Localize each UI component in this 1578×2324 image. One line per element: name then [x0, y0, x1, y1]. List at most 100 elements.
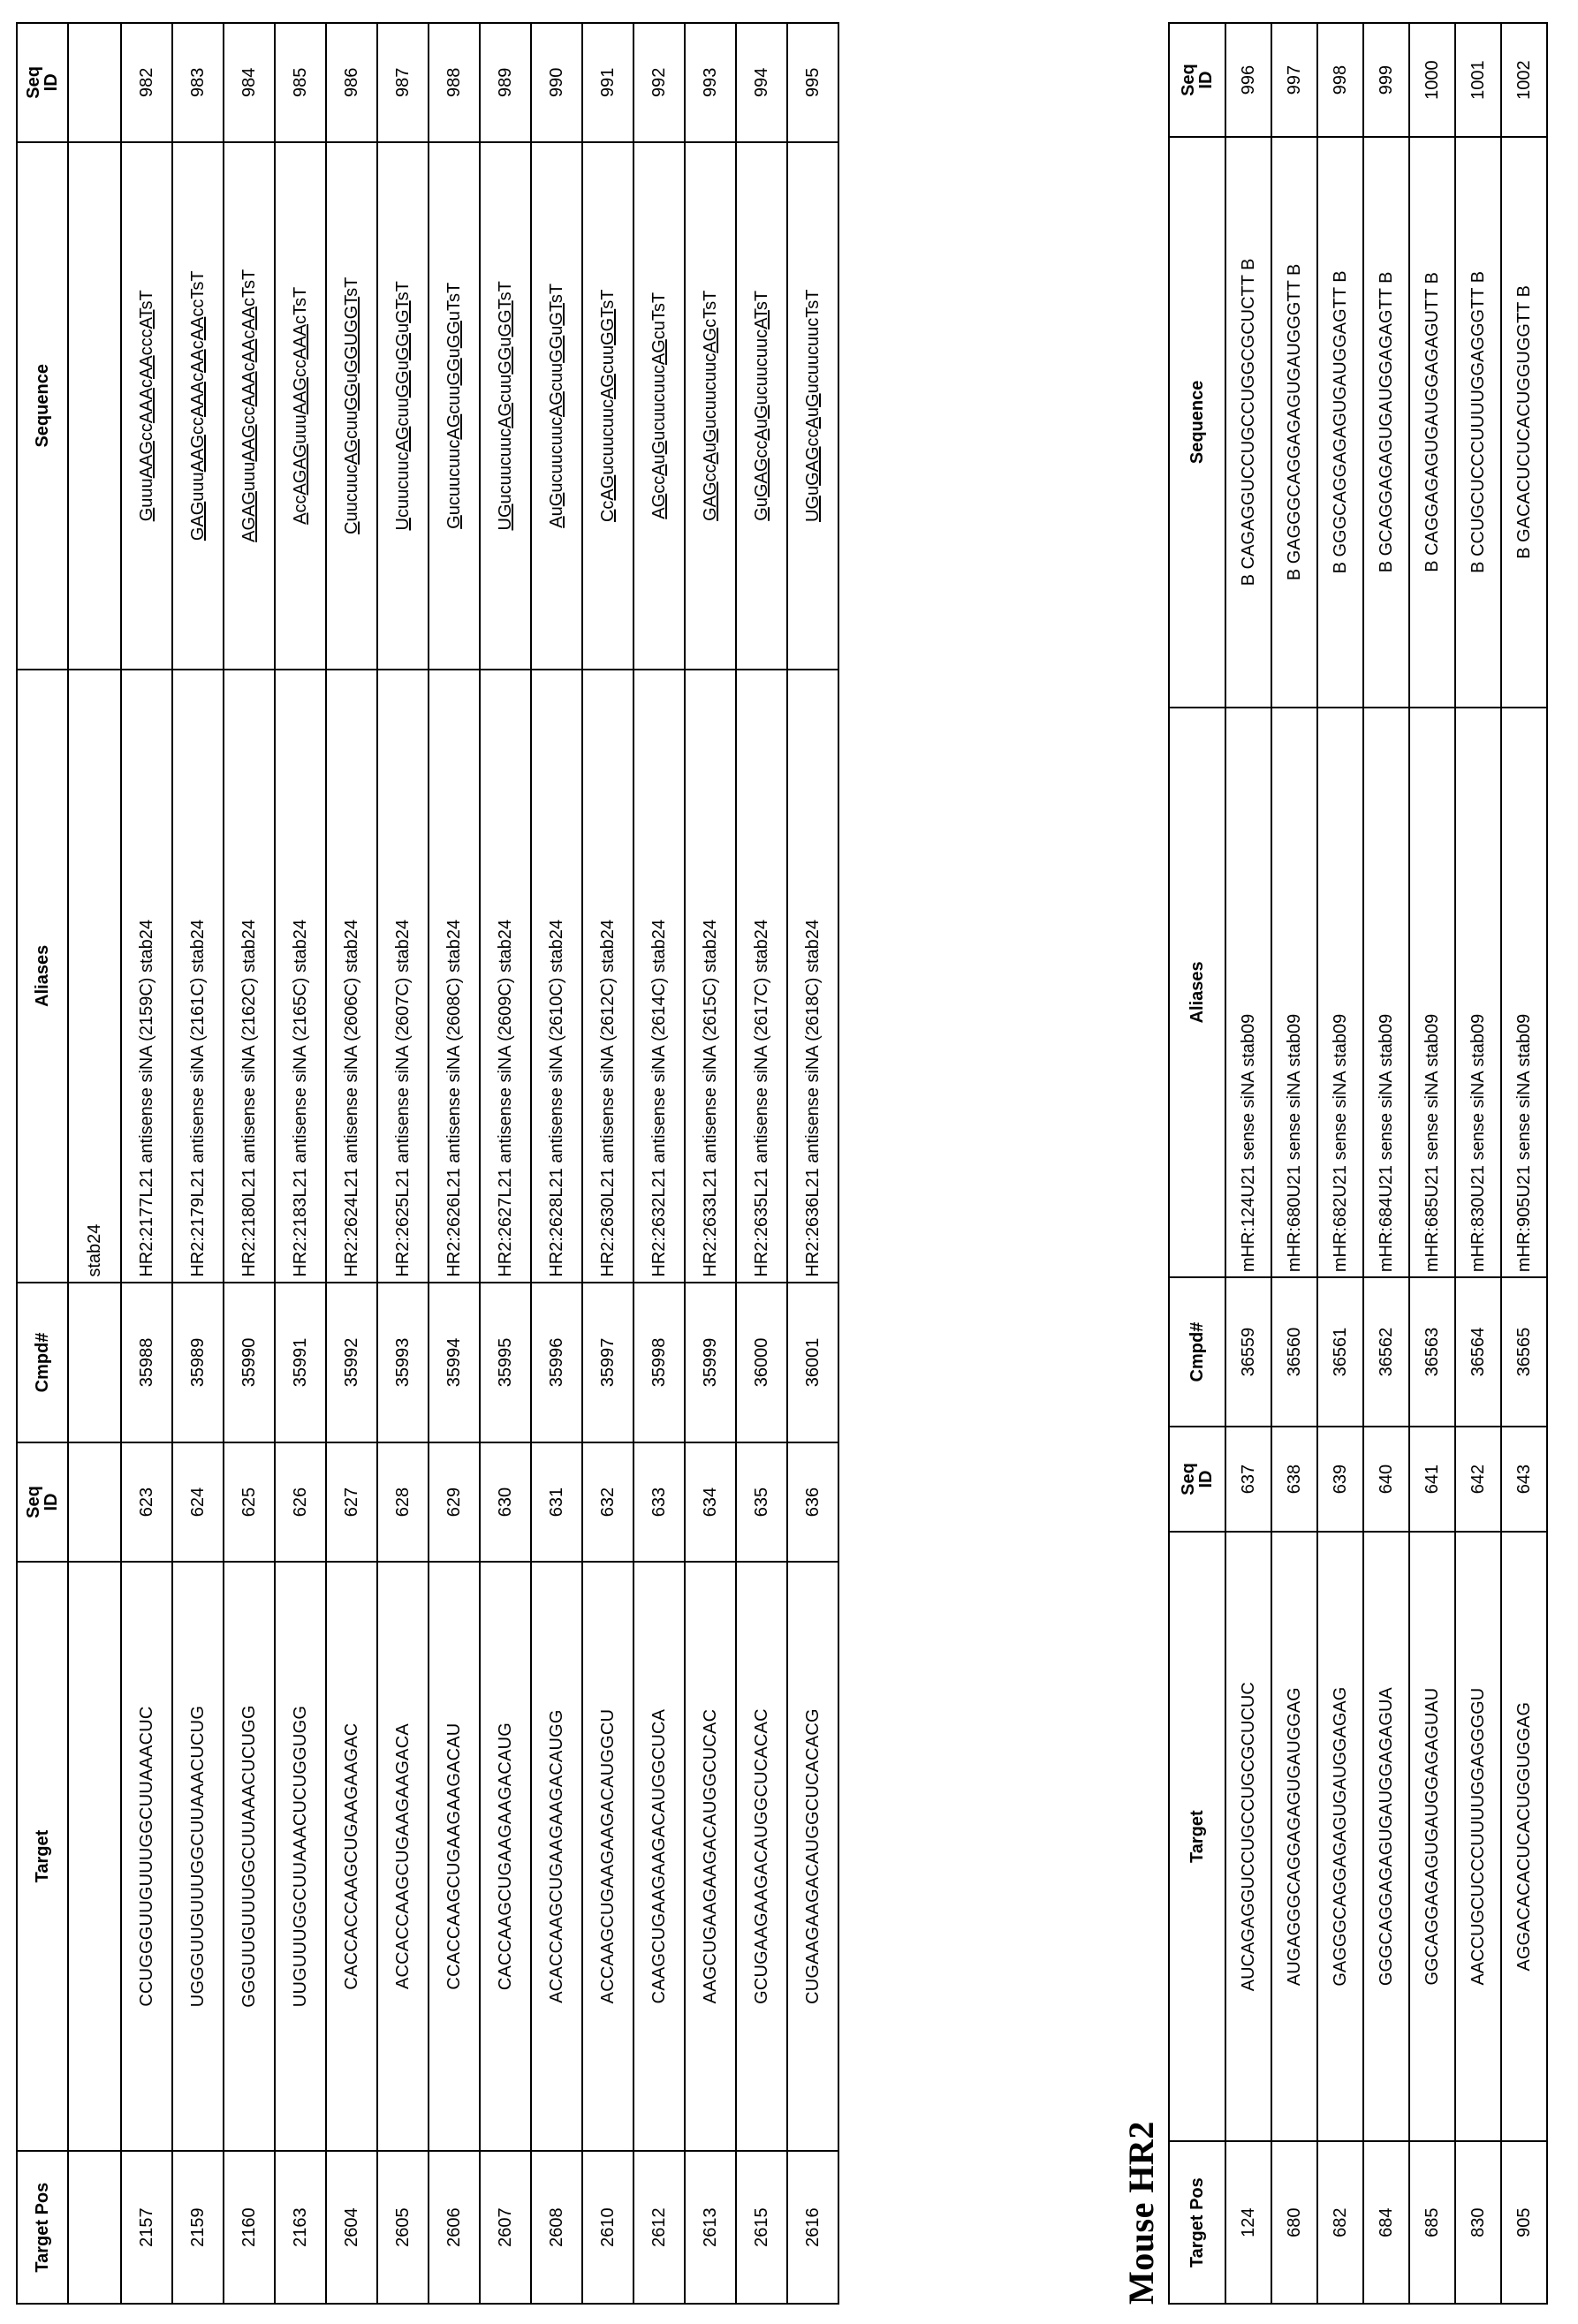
- mouse-table-body: 124 AUCAGAGGUCCUGCCUGCGCUCUC 637 36559 mHR:1…: [1225, 23, 1547, 2304]
- table-row: 2613 AAGCUGAAGAAGACAUGGCUCAC 634 35999 HR2:2…: [685, 23, 736, 2304]
- cell-target-pos: 2605: [377, 2151, 429, 2304]
- cell-target-pos: 684: [1363, 2141, 1409, 2304]
- cell-seq-id-2: 1000: [1409, 23, 1455, 138]
- cell-aliases: stab24: [68, 669, 121, 1283]
- cell-sirna-sequence: GuGAGccAuGucuucuucATsT: [736, 141, 787, 670]
- modified-residue-run: AG: [546, 391, 566, 418]
- modified-residue-run: C: [597, 509, 618, 523]
- cell-cmpd-number: [68, 1282, 121, 1443]
- table-row: 2615 GCUGAAGAAGACAUGGCUCACAC 635 36000 HR2:2…: [736, 23, 787, 2304]
- cell-target-pos: 905: [1501, 2141, 1547, 2304]
- modified-residue-run: GG: [444, 321, 464, 349]
- cell-target-sequence: ACCAAGCUGAAGAAGACAUGGCU: [582, 1561, 633, 2152]
- modified-residue-run: AG: [700, 327, 720, 353]
- cell-target-pos: 2606: [429, 2151, 480, 2304]
- cell-seq-id-2: 998: [1317, 23, 1363, 138]
- modified-residue-run: AG: [649, 339, 669, 366]
- cell-aliases: HR2:2626L21 antisense siNA (2608C) stab2…: [429, 669, 480, 1283]
- modified-residue-run: GAG: [700, 481, 720, 521]
- cell-sirna-sequence: AGAGuuuAAGccAAAcAAcAAcTsT: [224, 141, 275, 670]
- cell-target-pos: 2159: [172, 2151, 224, 2304]
- cell-seq-id: 637: [1225, 1426, 1271, 1533]
- modified-residue-run: AAA: [290, 324, 310, 360]
- modified-residue-run: GG: [341, 382, 361, 411]
- cell-sirna-sequence: B CCUGCUCCCUUUUGGAGGGTT B: [1455, 137, 1501, 708]
- cell-target-sequence: ACCACCAAGCUGAAGAAGACA: [377, 1561, 429, 2152]
- modified-residue-run: A: [546, 516, 566, 528]
- cell-target-pos: 830: [1455, 2141, 1501, 2304]
- cell-aliases: HR2:2633L21 antisense siNA (2615C) stab2…: [685, 669, 736, 1283]
- cell-aliases: mHR:682U21 sense siNA stab09: [1317, 707, 1363, 1278]
- cell-target-sequence: UGGGUUGUUUGGCUUAAACUCUG: [172, 1561, 224, 2152]
- modified-residue-run: AG: [444, 413, 464, 440]
- modified-residue-run: AG: [597, 474, 618, 501]
- cell-cmpd-number: 35999: [685, 1282, 736, 1443]
- col-header-seq-id-lines: Seq ID: [24, 1448, 61, 1556]
- modified-residue-run: GG: [392, 333, 413, 361]
- cell-cmpd-number: 36564: [1455, 1277, 1501, 1427]
- modified-residue-run: G: [700, 428, 720, 443]
- cell-cmpd-number: 35997: [582, 1282, 633, 1443]
- modified-residue-run: AT: [136, 309, 156, 329]
- modified-residue-run: AA: [187, 349, 208, 374]
- cell-aliases: mHR:684U21 sense siNA stab09: [1363, 707, 1409, 1278]
- table-row: 2606 CCACCAAGCUGAAGAAGACAU 629 35994 HR2:262…: [429, 23, 480, 2304]
- modified-residue-run: GG: [495, 346, 515, 375]
- col-header-seq-id-2-line1: Seq: [24, 66, 43, 99]
- col-header-target: Target: [1169, 1532, 1225, 2142]
- col-header-seq-id-line1: Seq: [24, 1486, 43, 1518]
- modified-residue-run: G: [444, 515, 464, 529]
- table-row: 685 GGCAGGAGAGUGAUGGAGAGUAU 641 36563 mHR:68…: [1409, 23, 1455, 2304]
- cell-target-sequence: GGCAGGAGAGUGAUGGAGAGUAU: [1409, 1532, 1455, 2142]
- table-row: 830 AACCUGCUCCCUUUUGGAGGGGU 642 36564 mHR:83…: [1455, 23, 1501, 2304]
- modified-residue-run: AG: [649, 493, 669, 519]
- modified-residue-run: AA: [187, 316, 208, 341]
- modified-residue-run: UG: [802, 496, 823, 523]
- main-sequence-table-container: Target Pos Target Seq ID Cmpd# Aliases Sequenc…: [16, 22, 839, 2305]
- cell-target-pos: 2615: [736, 2151, 787, 2304]
- modified-residue-run: AAA: [136, 388, 156, 424]
- modified-residue-run: A: [290, 512, 310, 525]
- cell-target-sequence: CCUGGGUUGUUUGGCUUAAACUC: [121, 1561, 172, 2152]
- cell-cmpd-number: 36001: [787, 1282, 838, 1443]
- cell-aliases: mHR:905U21 sense siNA stab09: [1501, 707, 1547, 1278]
- cell-cmpd-number: 36000: [736, 1282, 787, 1443]
- cell-cmpd-number: 36559: [1225, 1277, 1271, 1427]
- cell-seq-id-2: 987: [377, 23, 429, 142]
- cell-target-sequence: CUGAAGAAGACAUGGCUCACACG: [787, 1561, 838, 2152]
- cell-seq-id: 634: [685, 1442, 736, 1562]
- cell-seq-id: 640: [1363, 1426, 1409, 1533]
- cell-seq-id-2: 992: [633, 23, 685, 142]
- cell-seq-id-2: 989: [480, 23, 531, 142]
- cell-seq-id: 642: [1455, 1426, 1501, 1533]
- col-header-target: Target: [17, 1561, 68, 2152]
- modified-residue-run: GG: [546, 335, 566, 363]
- table-row: 2604 CACCACCAAGCUGAAGAAGAC 627 35992 HR2:262…: [326, 23, 377, 2304]
- cell-target-sequence: [68, 1561, 121, 2152]
- modified-residue-run: AG: [392, 426, 413, 452]
- cell-seq-id-2: 991: [582, 23, 633, 142]
- cell-aliases: HR2:2183L21 antisense siNA (2165C) stab2…: [275, 669, 326, 1283]
- table-row: 2608 ACACCAAGCUGAAGAAGACAUGG 631 35996 HR2:2…: [531, 23, 582, 2304]
- col-header-cmpd: Cmpd#: [17, 1282, 68, 1443]
- cell-sirna-sequence: B GACACUCUCACUGGUGGTT B: [1501, 137, 1547, 708]
- main-table-body: Target Pos Target Seq ID Cmpd# Aliases Sequenc…: [17, 23, 838, 2304]
- cell-target-sequence: CCACCAAGCUGAAGAAGACAU: [429, 1561, 480, 2152]
- cell-aliases: HR2:2627L21 antisense siNA (2609C) stab2…: [480, 669, 531, 1283]
- cell-cmpd-number: 35989: [172, 1282, 224, 1443]
- modified-residue-run: UG: [495, 503, 515, 531]
- cell-seq-id: 641: [1409, 1426, 1455, 1533]
- cell-seq-id: 630: [480, 1442, 531, 1562]
- col-header-target-pos: Target Pos: [17, 2151, 68, 2304]
- table-row: 2616 CUGAAGAAGACAUGGCUCACACG 636 36001 HR2:2…: [787, 23, 838, 2304]
- cell-seq-id-2: 994: [736, 23, 787, 142]
- cell-aliases: HR2:2632L21 antisense siNA (2614C) stab2…: [633, 669, 685, 1283]
- cell-sirna-sequence: AccAGAGuuuAAGccAAAcTsT: [275, 141, 326, 670]
- cell-target-pos: 2613: [685, 2151, 736, 2304]
- cell-seq-id: 625: [224, 1442, 275, 1562]
- modified-residue-run: AAG: [239, 424, 259, 462]
- cell-seq-id-2: 984: [224, 23, 275, 142]
- mouse-table-header-row: Target Pos Target Seq ID Cmpd# Aliases S…: [1169, 23, 1225, 2304]
